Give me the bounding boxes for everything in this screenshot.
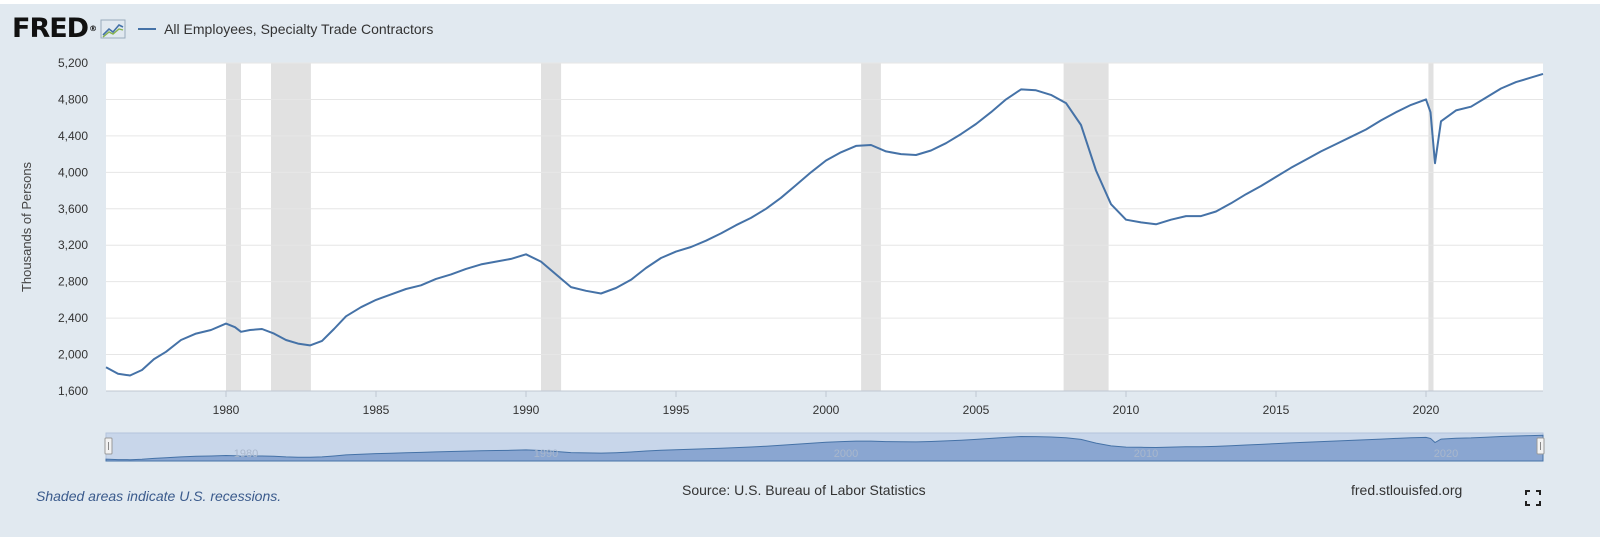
- x-tick-label: 2020: [1413, 403, 1440, 417]
- top-border: [0, 0, 1600, 4]
- fred-logo-reg: ®: [89, 24, 97, 33]
- y-axis-title: Thousands of Persons: [19, 161, 34, 292]
- legend: All Employees, Specialty Trade Contracto…: [138, 21, 433, 37]
- x-tick-label: 2000: [813, 403, 840, 417]
- y-tick-label: 4,800: [58, 92, 88, 106]
- y-tick-label: 4,000: [58, 165, 88, 179]
- y-tick-label: 4,400: [58, 129, 88, 143]
- x-tick-label: 2010: [1113, 403, 1140, 417]
- recession-band: [541, 63, 562, 391]
- x-tick-label: 2015: [1263, 403, 1290, 417]
- legend-label[interactable]: All Employees, Specialty Trade Contracto…: [164, 21, 434, 37]
- plot-background: [106, 63, 1543, 391]
- y-tick-label: 3,200: [58, 238, 88, 252]
- y-tick-label: 5,200: [58, 56, 88, 70]
- legend-line-swatch: [138, 28, 157, 30]
- recession-band: [861, 63, 881, 391]
- navigator-tick-label: 2020: [1434, 448, 1458, 460]
- recession-note: Shaded areas indicate U.S. recessions.: [36, 488, 282, 504]
- y-tick-label: 2,000: [58, 348, 88, 362]
- series-line[interactable]: [105, 72, 1544, 377]
- y-tick-label: 2,400: [58, 311, 88, 325]
- recession-band: [1428, 63, 1434, 391]
- site-link[interactable]: fred.stlouisfed.org: [1351, 482, 1463, 498]
- x-tick-label: 2005: [963, 403, 990, 417]
- x-tick-label: 1985: [363, 403, 390, 417]
- fred-logo[interactable]: FRED®: [12, 13, 97, 44]
- chart-header: FRED® All Employees, Specialty Trade Con…: [12, 14, 433, 44]
- y-tick-label: 2,800: [58, 275, 88, 289]
- fred-logo-text: FRED: [12, 13, 89, 44]
- navigator-tick-label: 2010: [1134, 448, 1158, 460]
- recession-band: [1063, 63, 1109, 391]
- y-tick-label: 3,600: [58, 202, 88, 216]
- fred-graph-icon: [100, 19, 126, 39]
- navigator-tick-label: 2000: [834, 448, 858, 460]
- x-tick-label: 1995: [663, 403, 690, 417]
- x-tick-label: 1990: [513, 403, 540, 417]
- navigator-tick-label: 1990: [534, 448, 558, 460]
- fullscreen-icon[interactable]: [1525, 490, 1541, 506]
- source-text: Source: U.S. Bureau of Labor Statistics: [682, 482, 926, 498]
- navigator-series-area: [105, 434, 1544, 462]
- navigator-tick-label: 1980: [234, 448, 258, 460]
- recession-band: [226, 63, 241, 391]
- y-tick-label: 1,600: [58, 384, 88, 398]
- x-tick-label: 1980: [213, 403, 240, 417]
